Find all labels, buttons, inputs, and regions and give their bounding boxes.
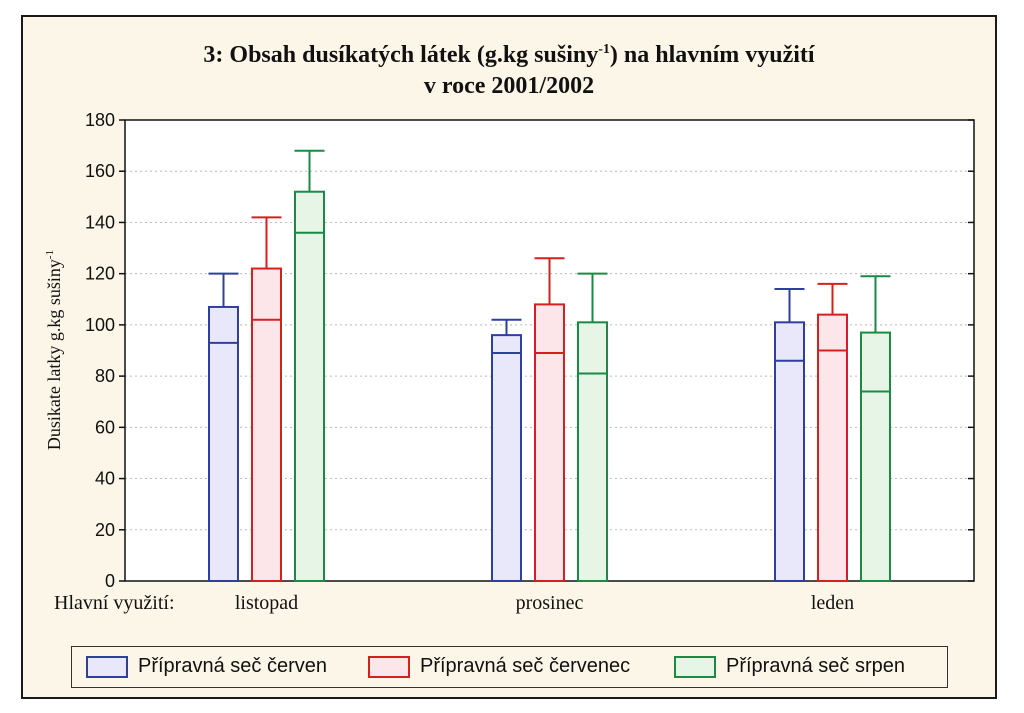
legend-item-cerven: Přípravná seč červen (86, 655, 327, 678)
y-tick-label: 0 (105, 571, 115, 591)
title-tail: ) na hlavním využití (609, 42, 815, 68)
legend-label-cerven: Přípravná seč červen (138, 655, 327, 677)
legend-swatch-srpen (674, 655, 716, 678)
y-tick-label: 120 (85, 264, 115, 284)
y-tick-label: 80 (95, 366, 115, 386)
legend-label-srpen: Přípravná seč srpen (726, 655, 905, 677)
y-axis-label-superscript: -1 (44, 250, 56, 259)
title-superscript: -1 (598, 42, 610, 57)
bar (251, 267, 282, 582)
y-tick-label: 60 (95, 417, 115, 437)
bar (208, 305, 239, 582)
x-axis-label: Hlavní využití: (54, 592, 175, 614)
bar (294, 190, 325, 582)
bar (534, 303, 565, 582)
y-axis-label: Dusikate latky g.kg sušiny-1 (44, 250, 64, 450)
title-main: 3: Obsah dusíkatých látek (g.kg sušiny (203, 42, 599, 68)
legend-item-srpen: Přípravná seč srpen (674, 655, 905, 678)
y-tick-label: 40 (95, 469, 115, 489)
legend-swatch-cervenec (368, 655, 410, 678)
y-tick-label: 100 (85, 315, 115, 335)
y-tick-label: 180 (85, 110, 115, 130)
y-axis-label-main: Dusikate latky g.kg sušiny (44, 259, 64, 450)
chart-subtitle: v roce 2001/2002 (423, 73, 595, 99)
y-tick-label: 20 (95, 520, 115, 540)
bar (577, 321, 608, 582)
chart-title: 3: Obsah dusíkatých látek (g.kg sušiny-1… (21, 42, 997, 69)
y-tick-label: 140 (85, 212, 115, 232)
legend-item-cervenec: Přípravná seč červenec (368, 655, 630, 678)
x-tick-label: listopad (235, 592, 298, 614)
bar (817, 313, 848, 582)
legend-swatch-cerven (86, 655, 128, 678)
legend-label-cervenec: Přípravná seč červenec (420, 655, 631, 677)
x-tick-label: leden (811, 592, 854, 614)
bar (774, 321, 805, 582)
x-tick-label: prosinec (516, 592, 584, 614)
y-tick-label: 160 (85, 161, 115, 181)
bar (860, 331, 891, 583)
bar (491, 334, 522, 582)
legend: Přípravná seč červen Přípravná seč červe… (71, 646, 948, 688)
